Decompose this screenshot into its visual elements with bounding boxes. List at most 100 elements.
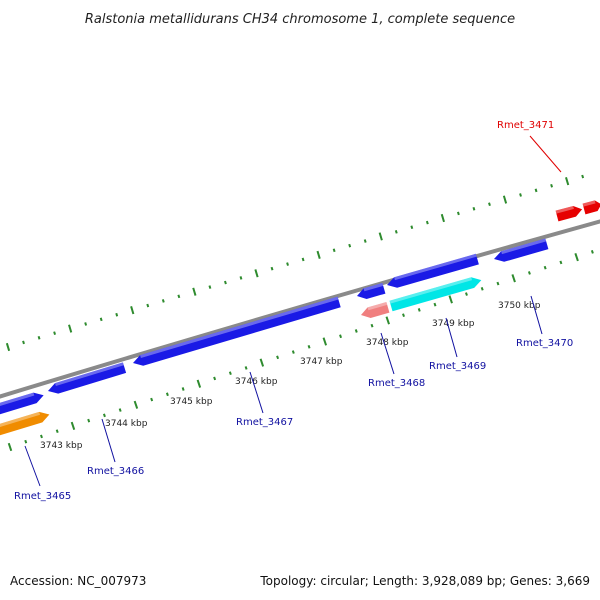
tick-mark: [440, 213, 445, 223]
tick-mark: [196, 379, 202, 388]
accession-text: Accession: NC_007973: [10, 574, 147, 588]
tick-label: 3743 kbp: [40, 441, 83, 451]
tick-mark: [87, 418, 91, 423]
tick-label: 3744 kbp: [105, 419, 148, 429]
tick-mark: [228, 371, 232, 376]
tick-mark: [68, 324, 73, 333]
gene-3469-companion: [387, 253, 479, 288]
tick-mark: [565, 177, 570, 186]
tick-label: 3749 kbp: [432, 319, 475, 329]
topology-summary: Topology: circular; Length: 3,928,089 bp…: [260, 574, 590, 588]
tick-mark: [378, 232, 383, 241]
tick-mark: [363, 239, 367, 243]
gene-label-layer: Rmet_3465 Rmet_3466 Rmet_3467 Rmet_3468 Rmet…: [14, 120, 573, 502]
tick-mark: [118, 408, 122, 412]
tick-mark: [37, 335, 41, 340]
gene-Rmet_3471: [555, 205, 583, 222]
tick-mark: [150, 397, 154, 402]
gene-Rmet_3471-b: [582, 200, 600, 215]
tick-mark: [550, 183, 554, 188]
tick-mark: [402, 313, 405, 317]
tick-mark: [130, 306, 135, 315]
tick-mark: [99, 317, 103, 322]
gene-label: Rmet_3467: [236, 417, 293, 428]
tick-mark: [165, 392, 169, 397]
tick-mark: [543, 265, 547, 270]
tick-mark: [146, 303, 150, 308]
gene-label: Rmet_3465: [14, 491, 71, 502]
tick-mark: [55, 429, 59, 434]
tick-mark: [332, 248, 336, 253]
gene-label: Rmet_3470: [516, 338, 573, 349]
tick-mark: [224, 280, 227, 285]
tick-mark: [239, 276, 243, 280]
tick-label: 3745 kbp: [170, 397, 213, 407]
tick-mark: [208, 285, 212, 289]
tick-label: 3748 kbp: [366, 338, 409, 348]
tick-mark: [534, 188, 538, 193]
tick-mark: [70, 421, 76, 431]
tick-mark: [161, 299, 165, 303]
tick-mark: [480, 286, 484, 291]
tick-mark: [574, 253, 579, 262]
tick-mark: [291, 350, 295, 354]
tick-mark: [5, 342, 11, 352]
tick-mark: [244, 366, 248, 370]
tick-mark: [316, 250, 321, 259]
tick-mark: [581, 174, 585, 179]
leader-line: [529, 135, 562, 173]
tick-label: 3747 kbp: [300, 357, 343, 367]
tick-rows: [5, 174, 594, 452]
tick-mark: [7, 442, 13, 452]
tick-mark: [394, 230, 398, 234]
tick-mark: [527, 271, 531, 275]
tick-mark: [511, 274, 516, 283]
tick-mark: [348, 243, 352, 248]
tick-mark: [488, 202, 491, 207]
outer-tick-row: [5, 174, 585, 352]
leader-line: [380, 332, 395, 375]
tick-mark: [286, 262, 289, 266]
tick-label-layer: 3743 kbp 3744 kbp 3745 kbp 3746 kbp 3747 kbp…: [40, 301, 541, 451]
tick-mark: [133, 400, 139, 409]
tick-mark: [192, 287, 197, 296]
gene-Rmet_3467: [133, 296, 341, 366]
tick-mark: [590, 250, 594, 254]
tick-mark: [433, 302, 437, 307]
gene-Rmet_3466: [48, 362, 127, 394]
gene-segment-left: [0, 392, 44, 417]
tick-mark: [448, 295, 453, 304]
chromosome-backbone: [0, 219, 600, 399]
tick-mark: [465, 292, 468, 296]
tick-mark: [502, 195, 508, 204]
gene-small-3748: [357, 282, 386, 299]
tick-mark: [559, 260, 563, 265]
leader-line: [530, 295, 543, 335]
map-title: Ralstonia metallidurans CH34 chromosome …: [85, 12, 515, 27]
leader-line: [101, 418, 116, 463]
leader-line: [445, 317, 458, 358]
tick-mark: [270, 266, 274, 271]
gene-Rmet_3470: [494, 238, 549, 262]
tick-mark: [385, 316, 390, 325]
gene-layer: [0, 200, 600, 438]
leader-line: [24, 445, 41, 487]
tick-mark: [410, 225, 414, 230]
tick-mark: [22, 340, 25, 345]
tick-mark: [322, 337, 328, 346]
tick-mark: [417, 308, 421, 312]
tick-mark: [276, 355, 280, 360]
tick-mark: [53, 331, 57, 335]
gene-label: Rmet_3471: [497, 120, 554, 131]
tick-label: 3746 kbp: [235, 377, 278, 387]
tick-mark: [213, 376, 217, 381]
tick-mark: [115, 312, 119, 317]
tick-mark: [339, 334, 342, 339]
tick-label: 3750 kbp: [498, 301, 541, 311]
tick-mark: [370, 323, 374, 328]
tick-mark: [24, 439, 28, 444]
tick-mark: [177, 294, 181, 299]
tick-mark: [496, 281, 500, 286]
tick-mark: [354, 329, 358, 333]
